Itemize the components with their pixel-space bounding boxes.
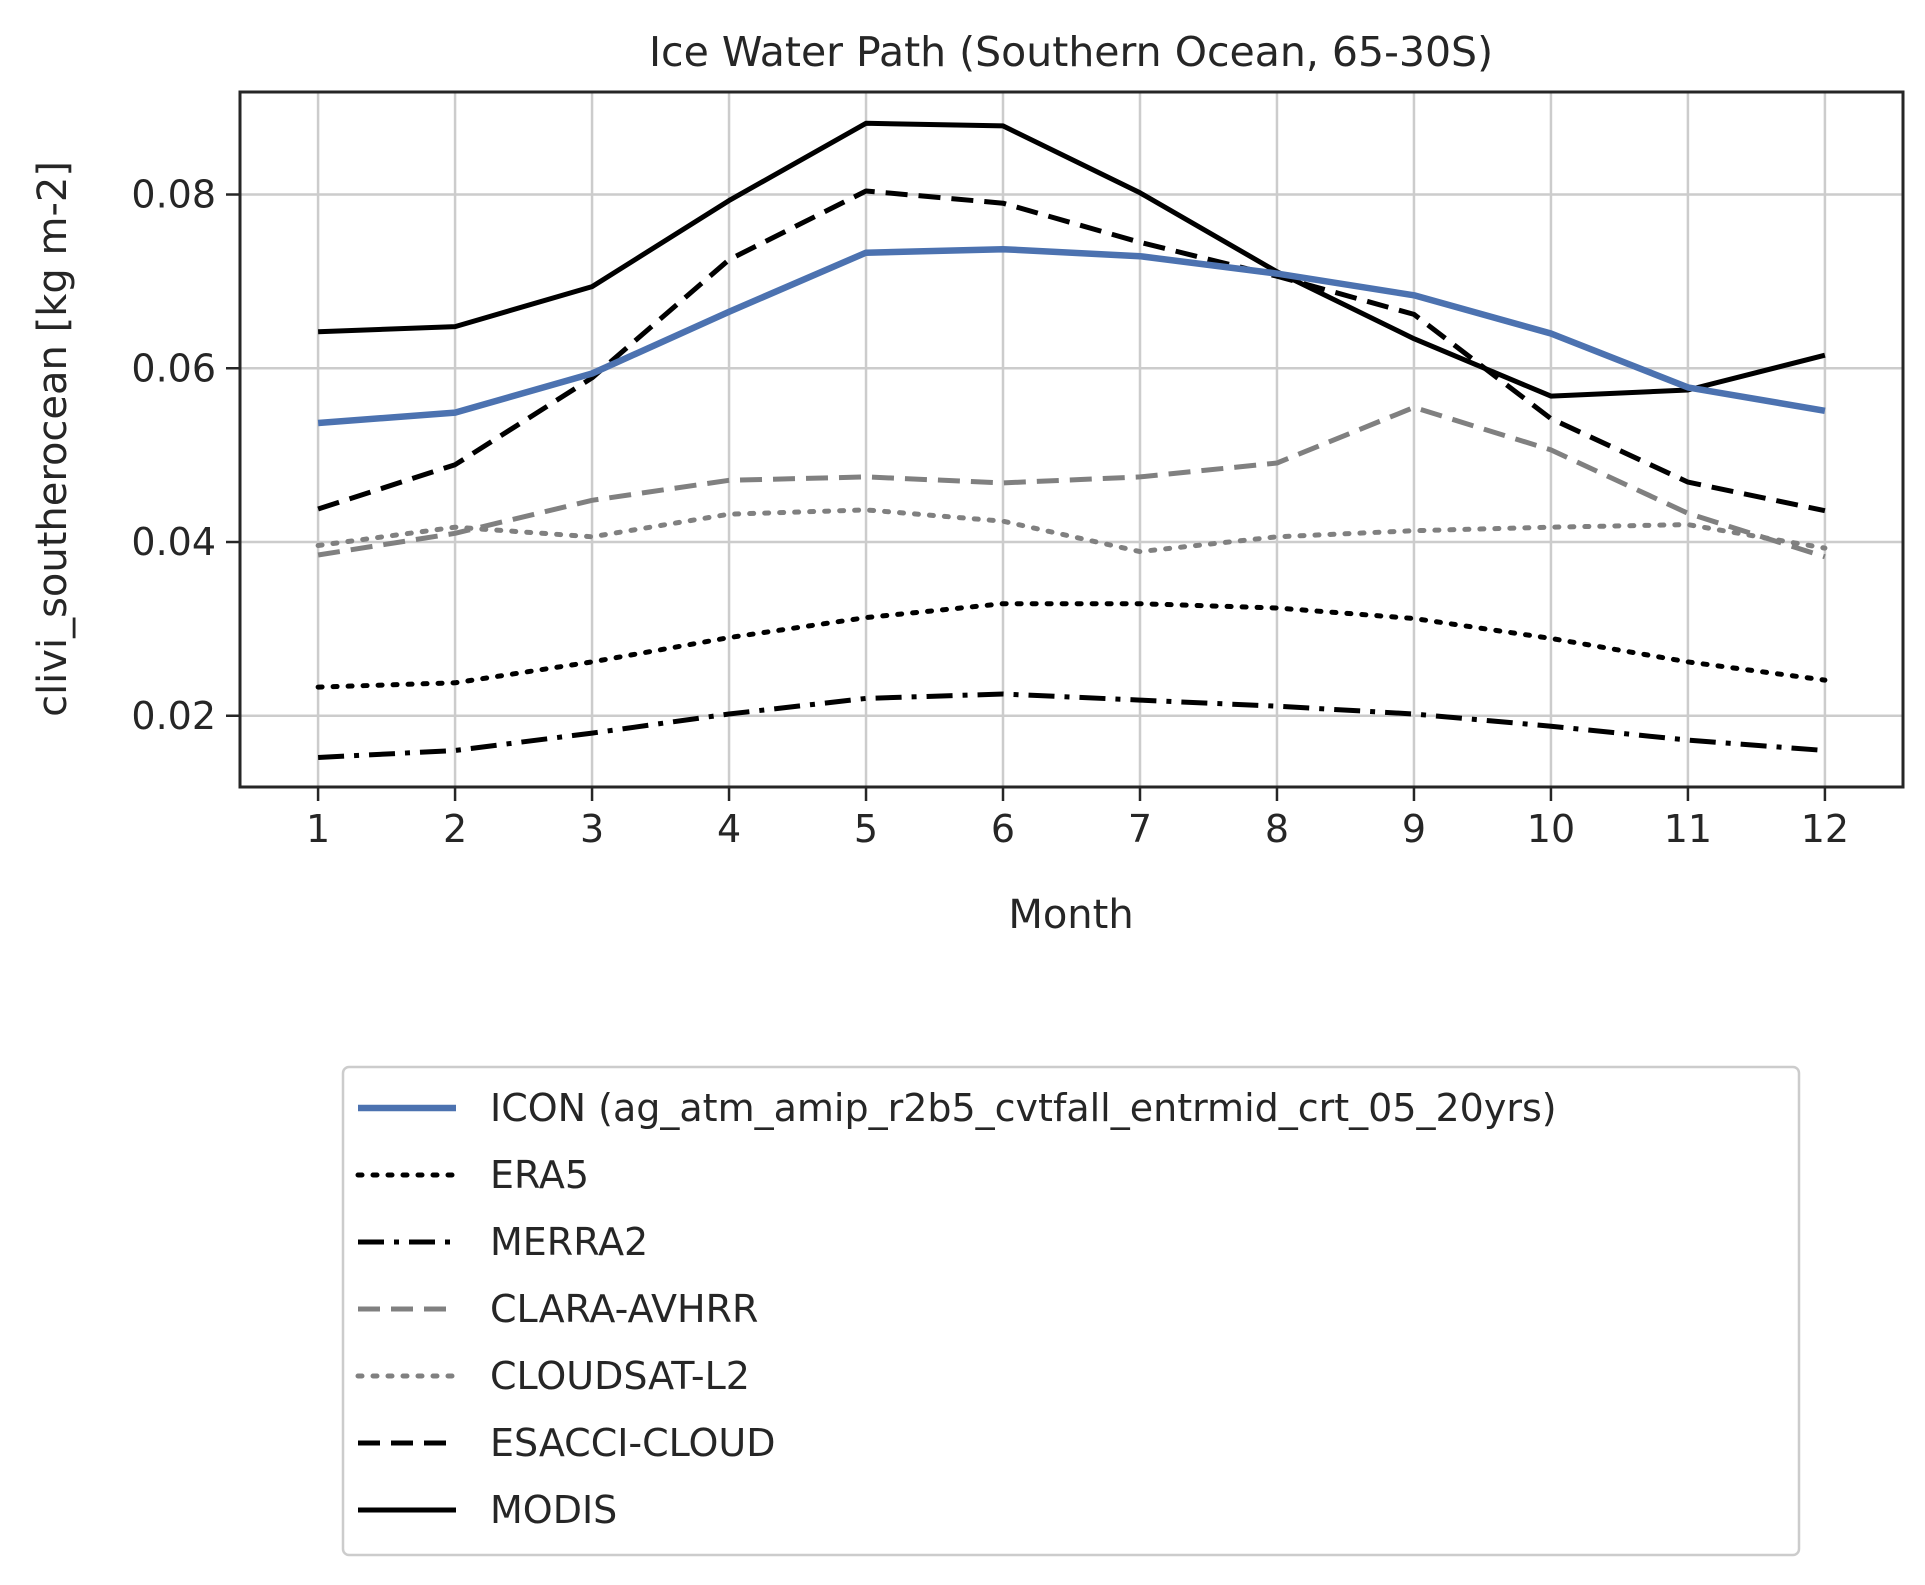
legend-label: MODIS	[490, 1488, 617, 1532]
legend-label: MERRA2	[490, 1220, 648, 1264]
series-line-cloudsat-l2	[315, 507, 1828, 555]
legend-label: CLARA-AVHRR	[490, 1287, 758, 1331]
x-tick-label: 4	[717, 807, 741, 851]
x-axis-title: Month	[1008, 892, 1133, 938]
x-axis: 1 2 3 4 5 6 7 8 9 10 11 12	[306, 787, 1849, 851]
x-tick-label: 12	[1801, 807, 1849, 851]
x-tick-label: 8	[1265, 807, 1289, 851]
legend-label: ESACCI-CLOUD	[490, 1421, 775, 1465]
series-line-icon-ag-atm-amip-r2b5-cvtfall-entrmid-crt-05-20yrs	[317, 245, 1826, 427]
legend: ICON (ag_atm_amip_r2b5_cvtfall_entrmid_c…	[341, 1065, 1801, 1557]
y-axis: 0.02 0.04 0.06 0.08	[131, 173, 240, 738]
y-tick-label: 0.04	[131, 520, 216, 564]
series-line-merra2	[317, 691, 1826, 760]
plot-frame	[238, 90, 1905, 789]
x-tick-label: 9	[1402, 807, 1426, 851]
x-tick-label: 7	[1128, 807, 1152, 851]
x-tick-label: 11	[1664, 807, 1712, 851]
series-line-modis	[318, 120, 1826, 399]
y-tick-label: 0.02	[131, 694, 216, 738]
series-lines	[315, 120, 1828, 760]
legend-label: CLOUDSAT-L2	[490, 1354, 750, 1398]
series-line-esacci-cloud	[317, 188, 1826, 514]
x-tick-label: 6	[991, 807, 1015, 851]
y-axis-title: clivi_southerocean [kg m-2]	[30, 161, 76, 717]
legend-label: ERA5	[490, 1153, 589, 1197]
legend-label: ICON (ag_atm_amip_r2b5_cvtfall_entrmid_c…	[490, 1086, 1557, 1130]
y-tick-label: 0.08	[131, 173, 216, 217]
grid	[240, 92, 1903, 787]
x-tick-label: 2	[443, 807, 467, 851]
chart-title: Ice Water Path (Southern Ocean, 65-30S)	[649, 28, 1493, 76]
series-line-clara-avhrr	[317, 404, 1826, 560]
series-line-era5	[315, 601, 1828, 690]
x-tick-label: 10	[1527, 807, 1575, 851]
x-tick-label: 5	[854, 807, 878, 851]
x-tick-label: 1	[306, 807, 330, 851]
legend-box	[341, 1065, 1801, 1557]
y-tick-label: 0.06	[131, 346, 216, 390]
x-tick-label: 3	[580, 807, 604, 851]
